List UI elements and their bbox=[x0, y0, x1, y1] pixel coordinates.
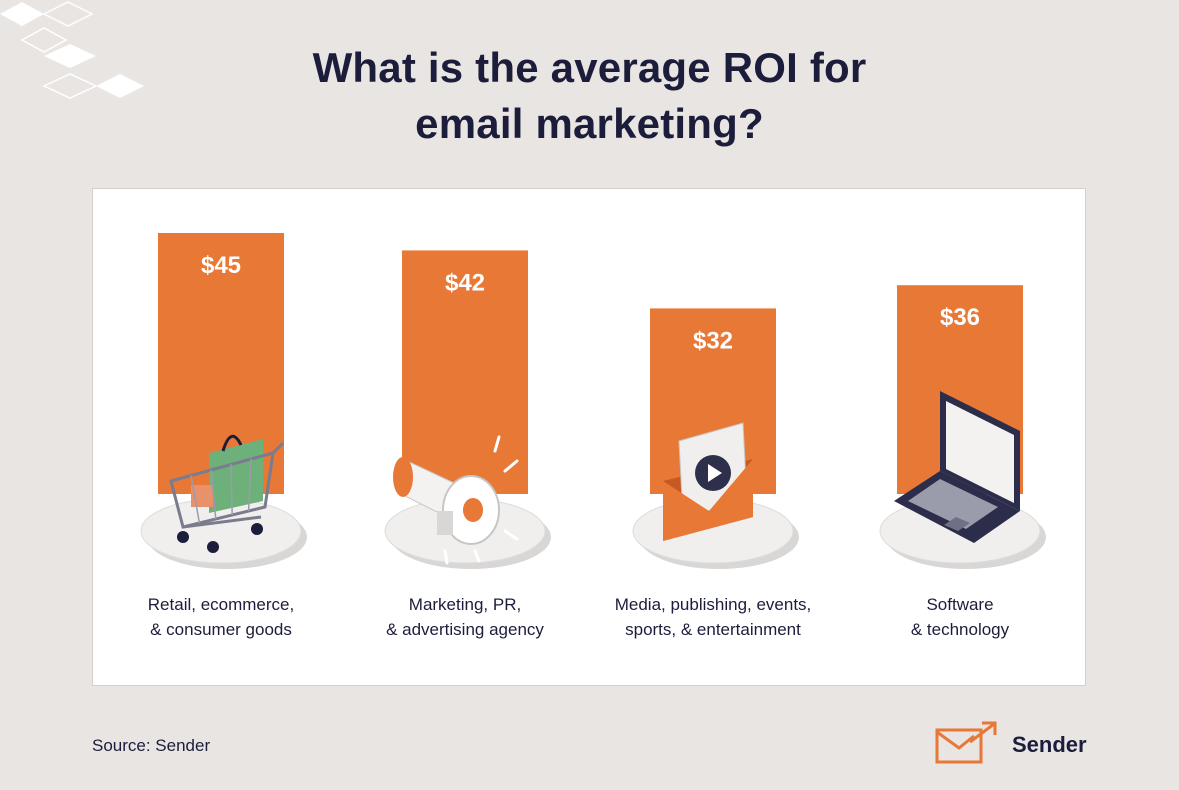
cart-basket bbox=[169, 450, 275, 529]
value-label-3: $32 bbox=[693, 327, 733, 354]
decorative-diamonds bbox=[0, 1, 144, 99]
sound-ray bbox=[503, 529, 519, 541]
chart-title: What is the average ROI for email market… bbox=[0, 40, 1179, 152]
value-label-1: $45 bbox=[201, 252, 241, 279]
megaphone-grip bbox=[437, 511, 453, 535]
chart-area: $45 $42 $32 $36 bbox=[140, 233, 1046, 569]
value-label-4: $36 bbox=[940, 304, 980, 331]
category-label-4: Software & technology bbox=[830, 592, 1090, 642]
sound-ray bbox=[503, 459, 519, 473]
chart-panel: $45 $42 $32 $36 Retail, ecommerce, & consume… bbox=[92, 188, 1086, 686]
category-label-line: & advertising agency bbox=[386, 620, 544, 639]
title-line-2: email marketing? bbox=[415, 100, 764, 147]
laptop-icon bbox=[879, 391, 1046, 569]
sender-logo-icon bbox=[935, 721, 997, 764]
cart-wire bbox=[247, 458, 252, 512]
sender-logo: Sender bbox=[934, 720, 1104, 768]
cart-wire bbox=[230, 464, 233, 516]
category-label-line: sports, & entertainment bbox=[625, 620, 801, 639]
category-label-3: Media, publishing, events, sports, & ente… bbox=[583, 592, 843, 642]
bag-handle bbox=[221, 434, 243, 452]
envelope-front bbox=[663, 459, 753, 541]
sound-ray bbox=[443, 549, 449, 565]
laptop-screen bbox=[946, 401, 1014, 503]
megaphone-back bbox=[393, 457, 413, 497]
category-label-line: & technology bbox=[910, 620, 1010, 639]
sound-ray bbox=[473, 549, 481, 563]
category-label-line: & consumer goods bbox=[150, 620, 292, 639]
cart-base bbox=[182, 515, 262, 529]
category-label-line: Software bbox=[926, 595, 994, 614]
box bbox=[191, 485, 213, 507]
category-label-line: Media, publishing, events, bbox=[614, 595, 812, 614]
bar-2 bbox=[402, 250, 528, 494]
cart-handle bbox=[271, 441, 285, 455]
value-label-2: $42 bbox=[445, 269, 485, 296]
megaphone-icon bbox=[384, 435, 551, 569]
laptop-trackpad bbox=[944, 517, 970, 531]
category-label-line: Marketing, PR, bbox=[408, 595, 522, 614]
megaphone-center bbox=[463, 498, 483, 522]
category-label-line: Retail, ecommerce, bbox=[147, 595, 295, 614]
cart-wheel bbox=[251, 523, 263, 535]
sound-ray bbox=[507, 497, 525, 503]
category-label-1: Retail, ecommerce, & consumer goods bbox=[91, 592, 351, 642]
source-note: Source: Sender bbox=[92, 736, 211, 755]
cart-wire bbox=[190, 475, 201, 524]
cart-wire bbox=[210, 469, 217, 520]
category-label-2: Marketing, PR, & advertising agency bbox=[335, 592, 595, 642]
title-line-1: What is the average ROI for bbox=[312, 44, 867, 91]
laptop-keyboard bbox=[908, 479, 998, 529]
cart-wheel bbox=[177, 531, 189, 543]
sender-logo-text: Sender bbox=[1012, 732, 1087, 757]
email-video-icon bbox=[632, 422, 799, 569]
sound-ray bbox=[493, 435, 501, 453]
play-triangle bbox=[708, 464, 722, 482]
cart-wheel bbox=[207, 541, 219, 553]
shopping-cart-icon bbox=[140, 434, 307, 569]
